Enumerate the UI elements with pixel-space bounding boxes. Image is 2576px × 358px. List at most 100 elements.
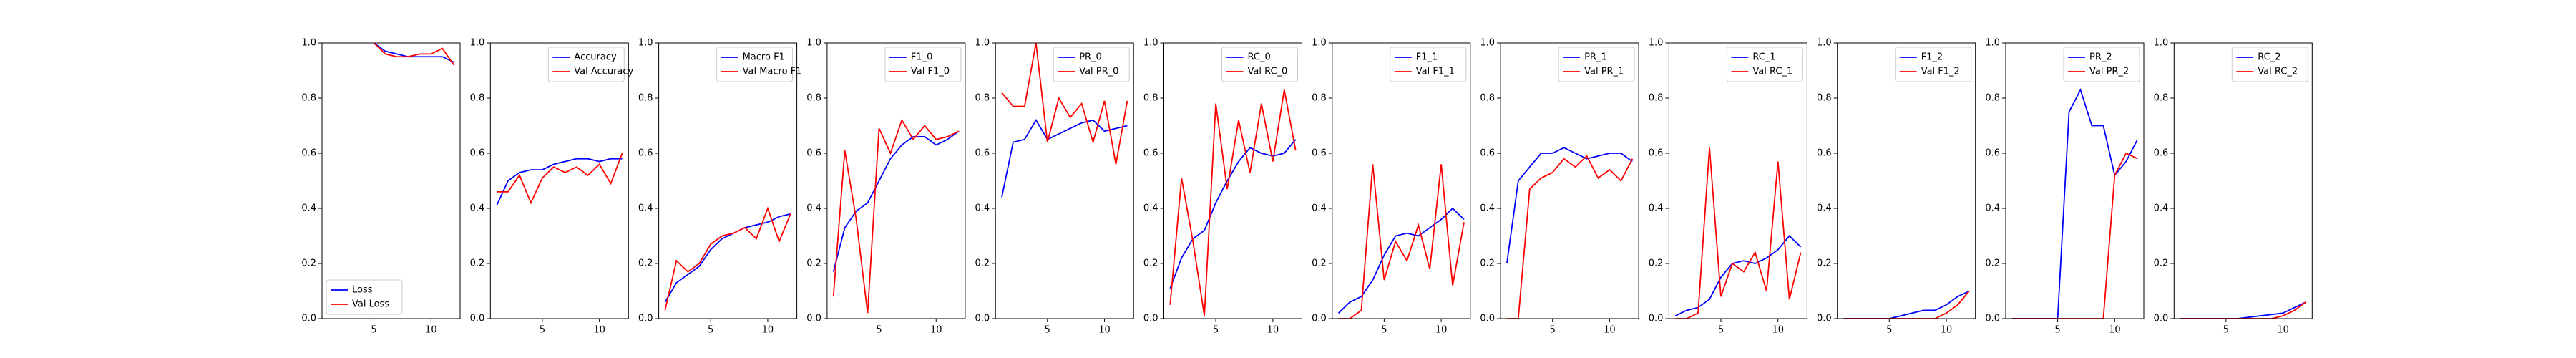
- series-line: [1506, 147, 1633, 264]
- x-tick-label: 10: [1435, 325, 1448, 336]
- x-tick-label: 10: [930, 325, 942, 336]
- y-tick-label: 1.0: [806, 38, 821, 49]
- legend-label: F1_2: [1921, 52, 1943, 63]
- y-tick-label: 0.8: [638, 93, 653, 104]
- legend-label: Val RC_0: [1248, 67, 1288, 77]
- axes-frame: [1332, 42, 1471, 319]
- y-tick-label: 0.0: [470, 314, 485, 324]
- series-line: [1338, 164, 1465, 319]
- y-tick-label: 0.4: [1817, 203, 1832, 214]
- y-tick-label: 1.0: [975, 38, 990, 49]
- y-tick-label: 0.8: [2154, 93, 2169, 104]
- series-line: [1169, 139, 1297, 289]
- axes-frame: [995, 42, 1134, 319]
- y-tick-label: 0.6: [806, 148, 821, 159]
- y-tick-label: 0.0: [301, 314, 316, 324]
- x-tick-label: 10: [1772, 325, 1784, 336]
- y-tick-label: 0.2: [1143, 258, 1158, 269]
- x-tick-label: 5: [876, 325, 882, 336]
- series-line: [832, 130, 960, 272]
- y-tick-label: 0.6: [1985, 148, 2000, 159]
- legend-label: Val F1_2: [1921, 67, 1960, 77]
- y-tick-label: 0.4: [806, 203, 821, 214]
- axes-frame: [1500, 42, 1639, 319]
- legend-box: [547, 47, 625, 82]
- y-tick-label: 0.6: [1817, 148, 1832, 159]
- series-line: [1675, 147, 1802, 319]
- y-tick-label: 0.6: [1649, 148, 1664, 159]
- x-tick-label: 5: [2054, 325, 2060, 336]
- y-tick-label: 0.2: [1649, 258, 1664, 269]
- series-line: [1001, 119, 1128, 198]
- y-tick-label: 0.8: [1649, 93, 1664, 104]
- y-tick-label: 0.2: [301, 258, 316, 269]
- series-line: [373, 43, 454, 66]
- y-tick-label: 0.2: [470, 258, 485, 269]
- y-tick-label: 0.6: [1143, 148, 1158, 159]
- y-tick-label: 0.4: [301, 203, 316, 214]
- y-tick-label: 0.4: [1649, 203, 1664, 214]
- y-tick-label: 1.0: [638, 38, 653, 49]
- legend-label: Accuracy: [574, 52, 617, 63]
- x-tick-label: 5: [1886, 325, 1892, 336]
- series-line: [1001, 43, 1128, 165]
- x-tick-label: 10: [2277, 325, 2289, 336]
- axes-frame: [1668, 42, 1807, 319]
- x-tick-label: 5: [540, 325, 545, 336]
- series-line: [664, 213, 791, 303]
- legend-box: [1053, 47, 1130, 82]
- y-tick-label: 0.2: [1985, 258, 2000, 269]
- legend-label: Val RC_1: [1752, 67, 1792, 77]
- legend-label: Val Macro F1: [743, 67, 802, 77]
- legend-box: [1221, 47, 1298, 82]
- y-tick-label: 0.0: [638, 314, 653, 324]
- legend-label: F1_1: [1416, 52, 1438, 63]
- y-tick-label: 0.6: [638, 148, 653, 159]
- y-tick-label: 0.6: [301, 148, 316, 159]
- series-line: [2011, 88, 2139, 319]
- y-tick-label: 1.0: [1817, 38, 1832, 49]
- legend-box: [2063, 47, 2140, 82]
- series-line: [1674, 235, 1802, 316]
- y-tick-label: 1.0: [1985, 38, 2000, 49]
- legend-label: RC_1: [1752, 52, 1775, 63]
- legend-label: PR_2: [2089, 52, 2112, 63]
- x-tick-label: 10: [1267, 325, 1279, 336]
- y-tick-label: 0.8: [1312, 93, 1327, 104]
- y-tick-label: 0.8: [301, 93, 316, 104]
- legend-label: F1_0: [911, 52, 933, 63]
- series-line: [2180, 301, 2307, 319]
- y-tick-label: 0.8: [1817, 93, 1832, 104]
- series-line: [373, 43, 454, 63]
- y-tick-label: 0.0: [2154, 314, 2169, 324]
- legend-label: Val Loss: [352, 299, 389, 310]
- legend-label: Macro F1: [743, 52, 785, 63]
- x-tick-label: 10: [425, 325, 437, 336]
- y-tick-label: 1.0: [301, 38, 316, 49]
- legend-label: Val PR_2: [2089, 67, 2129, 77]
- y-tick-label: 0.2: [638, 258, 653, 269]
- x-tick-label: 5: [1550, 325, 1556, 336]
- y-tick-label: 0.8: [470, 93, 485, 104]
- axes-frame: [2005, 42, 2145, 319]
- y-tick-label: 0.2: [806, 258, 821, 269]
- series-line: [497, 153, 623, 205]
- legend-box: [1895, 47, 1972, 82]
- y-tick-label: 0.4: [975, 203, 990, 214]
- y-tick-label: 0.8: [806, 93, 821, 104]
- y-tick-label: 0.6: [470, 148, 485, 159]
- x-tick-label: 5: [1045, 325, 1050, 336]
- y-tick-label: 0.6: [2154, 148, 2169, 159]
- y-tick-label: 0.0: [806, 314, 821, 324]
- y-tick-label: 0.8: [1985, 93, 2000, 104]
- series-line: [1843, 290, 1970, 319]
- x-tick-label: 10: [762, 325, 774, 336]
- axes-frame: [2173, 42, 2313, 319]
- x-tick-label: 10: [1941, 325, 1953, 336]
- x-tick-label: 5: [1381, 325, 1387, 336]
- x-tick-label: 5: [708, 325, 713, 336]
- series-line: [1337, 207, 1465, 314]
- y-tick-label: 0.0: [1480, 314, 1495, 324]
- y-tick-label: 0.2: [1480, 258, 1495, 269]
